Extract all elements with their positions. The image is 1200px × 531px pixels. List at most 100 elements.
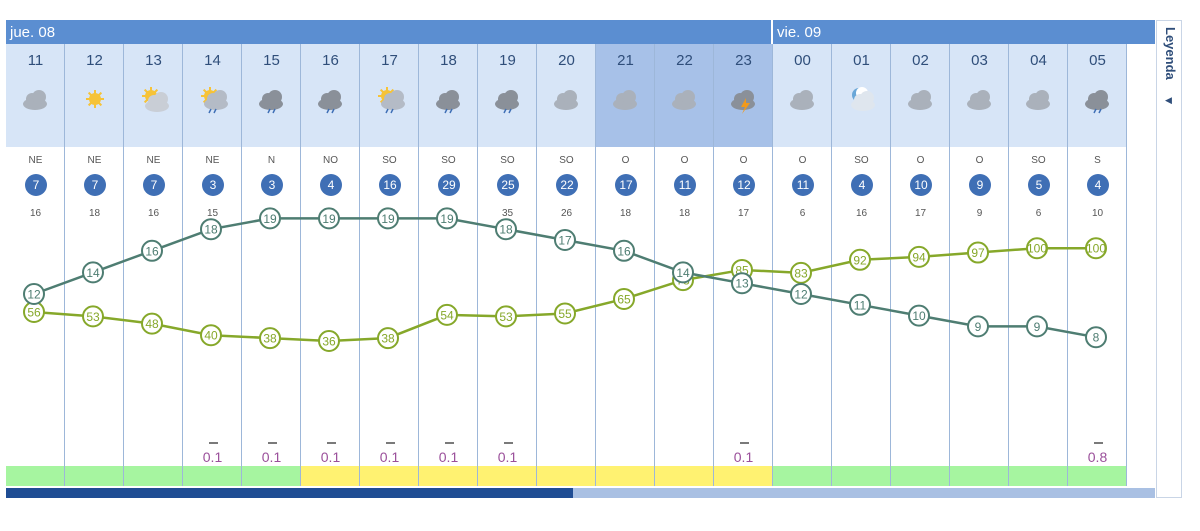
temperature-point: 19 bbox=[377, 207, 399, 230]
humidity-value: 92 bbox=[853, 253, 867, 267]
wind-speed-badge: 25 bbox=[497, 174, 519, 196]
wind-direction: SO bbox=[854, 155, 869, 166]
temperature-value: 19 bbox=[381, 212, 395, 226]
column-divider bbox=[123, 44, 124, 486]
cloud-icon bbox=[21, 84, 51, 114]
scrollbar-thumb[interactable] bbox=[6, 488, 573, 498]
rain-cloud-icon bbox=[316, 84, 346, 114]
risk-strip bbox=[1009, 466, 1068, 486]
column-divider bbox=[1008, 44, 1009, 486]
temperature-point: 19 bbox=[318, 207, 340, 230]
humidity-point: 100 bbox=[1085, 237, 1107, 260]
wind-direction: O bbox=[680, 155, 689, 166]
hour-column: 17SO16470.1💧 bbox=[360, 44, 419, 486]
day-header: vie. 09 bbox=[773, 20, 1155, 44]
risk-strip bbox=[950, 466, 1009, 486]
temperature-point: 19 bbox=[259, 207, 281, 230]
legend-arrow-icon: ◀ bbox=[1165, 95, 1172, 105]
wind-gust: 18 bbox=[619, 208, 632, 219]
humidity-point: 97 bbox=[967, 241, 989, 264]
hour-label: 11 bbox=[27, 52, 44, 69]
wind-speed-badge: 17 bbox=[615, 174, 637, 196]
temperature-point: 8 bbox=[1085, 326, 1107, 349]
temperature-point: 14 bbox=[672, 261, 694, 284]
humidity-value: 38 bbox=[263, 332, 277, 346]
temperature-point: 18 bbox=[495, 218, 517, 241]
risk-strip bbox=[65, 466, 124, 486]
wind-speed-badge: 29 bbox=[438, 174, 460, 196]
hour-label: 22 bbox=[676, 52, 693, 69]
rain-bar bbox=[1094, 442, 1103, 444]
humidity-point: 94 bbox=[908, 245, 930, 268]
column-divider bbox=[949, 44, 950, 486]
temperature-value: 13 bbox=[735, 277, 749, 291]
wind-speed-badge: 3 bbox=[202, 174, 224, 196]
wind-speed-badge: 4 bbox=[320, 174, 342, 196]
hour-label: 18 bbox=[440, 52, 457, 69]
cloud-icon bbox=[788, 84, 818, 114]
humidity-point: 53 bbox=[82, 305, 104, 328]
risk-strip bbox=[832, 466, 891, 486]
hour-label: 16 bbox=[322, 52, 339, 69]
cloud-icon bbox=[906, 84, 936, 114]
risk-strip bbox=[596, 466, 655, 486]
hour-label: 04 bbox=[1030, 52, 1047, 69]
horizontal-scrollbar[interactable] bbox=[6, 488, 1155, 498]
sun-rain-icon bbox=[375, 84, 405, 114]
rain-cloud-icon bbox=[434, 84, 464, 114]
storm-cloud-icon bbox=[729, 84, 759, 114]
hour-column: 20 SO 22 26 bbox=[537, 44, 596, 486]
rain-cloud-icon bbox=[493, 84, 523, 114]
hour-label: 03 bbox=[971, 52, 988, 69]
risk-strip bbox=[6, 466, 65, 486]
wind-direction: NE bbox=[205, 155, 220, 166]
rain-bar bbox=[268, 442, 277, 444]
cloud-icon bbox=[670, 84, 700, 114]
wind-speed-badge: 7 bbox=[143, 174, 165, 196]
wind-direction: NE bbox=[87, 155, 102, 166]
humidity-point: 55 bbox=[554, 302, 576, 325]
temperature-value: 8 bbox=[1093, 331, 1100, 345]
moon-cloud-icon bbox=[847, 84, 877, 114]
humidity-point: 36 bbox=[318, 330, 340, 352]
temperature-value: 12 bbox=[794, 288, 808, 302]
risk-strip bbox=[537, 466, 596, 486]
wind-direction: O bbox=[916, 155, 925, 166]
rain-bar bbox=[504, 442, 513, 444]
wind-speed-badge: 11 bbox=[674, 174, 696, 196]
wind-direction: O bbox=[798, 155, 807, 166]
wind-speed-badge: 12 bbox=[733, 174, 755, 196]
wind-gust: 18 bbox=[88, 208, 101, 219]
hour-label: 15 bbox=[263, 52, 280, 69]
hour-column: 02 O 10 17 bbox=[891, 44, 950, 486]
column-divider bbox=[418, 44, 419, 486]
wind-direction: SO bbox=[1031, 155, 1046, 166]
hour-column: 15N3160.1💧 bbox=[242, 44, 301, 486]
temperature-value: 14 bbox=[676, 266, 690, 280]
hour-label: 14 bbox=[204, 52, 221, 69]
humidity-value: 94 bbox=[912, 250, 926, 264]
risk-strip bbox=[478, 466, 537, 486]
wind-gust: 16 bbox=[147, 208, 160, 219]
humidity-value: 40 bbox=[204, 329, 218, 343]
humidity-value: 36 bbox=[322, 335, 336, 349]
wind-direction: S bbox=[1094, 155, 1101, 166]
temperature-value: 16 bbox=[617, 244, 631, 258]
hour-label: 01 bbox=[853, 52, 870, 69]
legend-tab[interactable]: Leyenda ◀ bbox=[1156, 20, 1182, 498]
humidity-value: 97 bbox=[971, 246, 985, 260]
wind-speed-badge: 22 bbox=[556, 174, 578, 196]
column-divider bbox=[772, 44, 773, 486]
column-divider bbox=[1067, 44, 1068, 486]
wind-speed-badge: 4 bbox=[851, 174, 873, 196]
humidity-value: 100 bbox=[1027, 242, 1047, 256]
hour-label: 05 bbox=[1089, 52, 1106, 69]
temperature-value: 12 bbox=[27, 288, 41, 302]
wind-direction: O bbox=[975, 155, 984, 166]
column-divider bbox=[536, 44, 537, 486]
temperature-value: 10 bbox=[912, 309, 926, 323]
risk-strip bbox=[183, 466, 242, 486]
wind-direction: O bbox=[621, 155, 630, 166]
